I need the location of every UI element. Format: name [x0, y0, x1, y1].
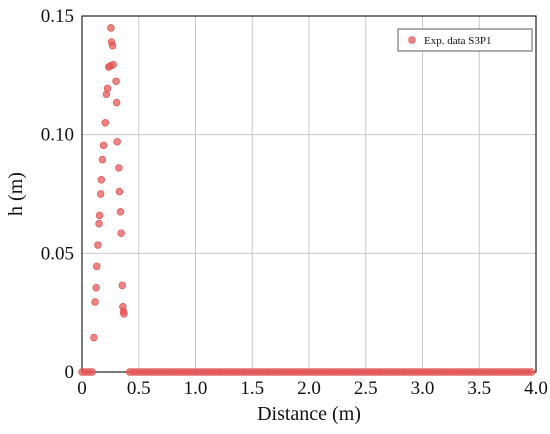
data-point — [112, 77, 120, 85]
data-point — [120, 310, 128, 318]
legend-label: Exp. data S3P1 — [424, 35, 492, 47]
data-point — [115, 187, 124, 196]
x-tick-label: 0.5 — [127, 378, 151, 399]
data-point — [118, 281, 126, 290]
data-point — [92, 284, 100, 292]
x-tick-label: 3.5 — [467, 378, 491, 399]
x-tick-label: 1.0 — [184, 378, 208, 399]
y-tick-label: 0.10 — [41, 125, 74, 146]
data-point — [93, 262, 101, 271]
legend-box — [397, 28, 533, 52]
data-point — [95, 219, 103, 228]
data-point — [97, 176, 105, 184]
x-tick-label: 0 — [77, 378, 87, 399]
baseline-point — [527, 368, 536, 376]
data-point — [112, 98, 121, 107]
y-tick-label: 0.05 — [41, 243, 74, 264]
tick-labels: 0 0.5 1.0 1.5 2.0 2.5 3.0 3.5 4.0 0 0.05 0.10 0.15 — [41, 6, 548, 399]
x-tick-label: 1.5 — [240, 378, 264, 399]
x-tick-label: 3.0 — [411, 378, 435, 399]
x-tick-label: 2.5 — [354, 378, 378, 399]
grid — [82, 16, 536, 372]
data-point — [113, 138, 121, 146]
baseline-point — [88, 368, 96, 376]
data-point — [109, 60, 117, 69]
y-axis-label: h (m) — [5, 172, 27, 216]
data-point — [94, 241, 102, 249]
data-point — [95, 211, 104, 220]
x-axis-label: Distance (m) — [257, 403, 361, 425]
data-point — [101, 119, 109, 127]
data-point — [115, 164, 123, 172]
x-tick-label: 4.0 — [524, 378, 548, 399]
y-tick-label: 0.15 — [41, 6, 74, 27]
legend: Exp. data S3P1 — [397, 28, 533, 52]
data-point — [116, 208, 125, 216]
data-point — [97, 190, 105, 198]
data-point — [98, 155, 107, 164]
y-tick-label: 0 — [65, 362, 75, 383]
legend-marker — [408, 36, 416, 44]
data-point — [117, 229, 125, 237]
data-point — [103, 84, 112, 93]
data-point — [102, 90, 111, 99]
data-point — [91, 298, 99, 306]
series-points — [78, 24, 536, 376]
data-point — [99, 141, 108, 150]
x-tick-label: 2.0 — [297, 378, 321, 399]
data-point — [108, 41, 117, 50]
data-point — [90, 333, 98, 342]
data-point — [107, 24, 115, 32]
